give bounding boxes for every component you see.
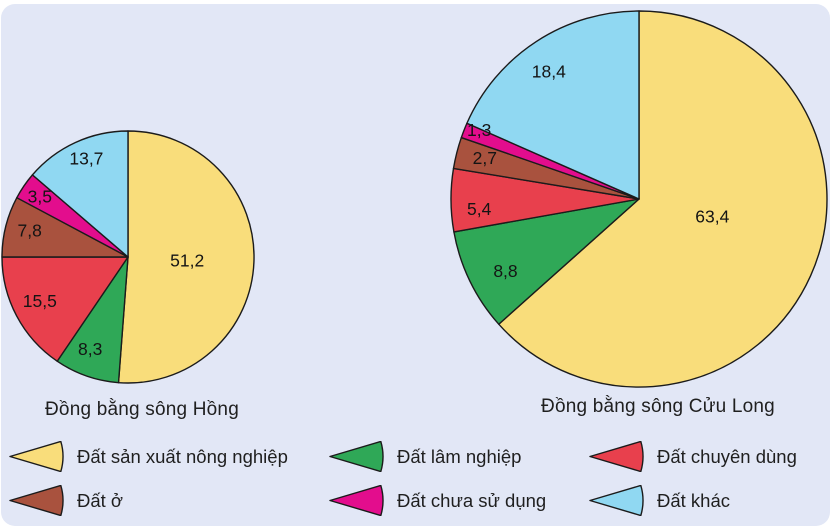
legend-label: Đất khác (657, 489, 731, 511)
right-pie-caption: Đồng bằng sông Cửu Long (541, 396, 775, 417)
pie-slice-value-label-hong-3: 7,8 (18, 220, 42, 240)
pie-slice-value-label-hong-2: 15,5 (23, 291, 57, 311)
legend-item-other-land: Đất khác (588, 485, 730, 516)
pie-slice-value-label-hong-4: 3,5 (28, 186, 52, 206)
pie-slice-value-label-hong-1: 8,3 (78, 339, 102, 359)
pie-slice-value-label-cuu-long-1: 8,8 (493, 261, 517, 281)
pie-slice-value-label-cuu-long-2: 5,4 (467, 199, 492, 219)
pie-slice-value-label-cuu-long-3: 2,7 (473, 148, 497, 168)
pie-wedge-icon (329, 485, 384, 516)
legend-item-forestry-land: Đất lâm nghiệp (328, 441, 521, 472)
pie-wedge-icon (329, 441, 384, 472)
legend-item-residential-land: Đất ở (8, 485, 123, 516)
left-pie-caption: Đồng bằng sông Hồng (45, 399, 239, 420)
legend-label: Đất lâm nghiệp (397, 445, 522, 467)
pie-slice-cuu-long-0 (498, 10, 828, 388)
pie-slice-value-label-cuu-long-5: 18,4 (532, 62, 566, 82)
legend-item-agricultural-production-land: Đất sản xuất nông nghiệp (8, 441, 288, 472)
pie-slice-hong-2 (1, 256, 129, 362)
pie-slice-value-label-cuu-long-4: 1,3 (467, 120, 491, 140)
legend-label: Đất sản xuất nông nghiệp (77, 445, 288, 467)
pie-slice-cuu-long-5 (466, 10, 640, 200)
legend-label: Đất chuyên dùng (657, 445, 797, 467)
legend-label: Đất chưa sử dụng (397, 489, 547, 511)
pie-wedge-icon (589, 441, 644, 472)
pie-wedge-icon (9, 485, 64, 516)
pie-slice-hong-0 (117, 130, 255, 384)
legend-label: Đất ở (77, 489, 124, 511)
pie-slice-cuu-long-1 (453, 198, 640, 325)
legend-item-specialized-land: Đất chuyên dùng (588, 441, 797, 472)
pie-slice-hong-5 (31, 130, 129, 258)
pie-slice-value-label-hong-5: 13,7 (69, 149, 103, 169)
pie-wedge-icon (9, 441, 64, 472)
pie-slice-value-label-cuu-long-0: 63,4 (695, 206, 729, 226)
legend-item-unused-land: Đất chưa sử dụng (328, 485, 546, 516)
pie-wedge-icon (589, 485, 644, 516)
pie-slice-value-label-hong-0: 51,2 (170, 251, 204, 271)
